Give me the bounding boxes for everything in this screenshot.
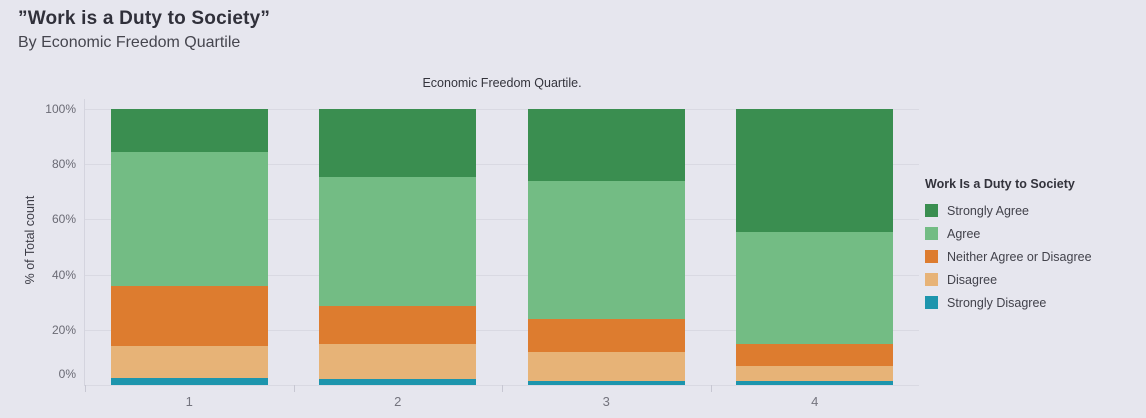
x-axis-tick <box>85 385 86 392</box>
gridline <box>85 109 919 110</box>
bar-segment-strongly-disagree[interactable] <box>110 378 268 385</box>
bar-segment-neither-agree-or-disagree[interactable] <box>110 285 268 347</box>
bar-segment-strongly-agree[interactable] <box>736 109 894 232</box>
gridline <box>85 219 919 221</box>
gridline <box>85 164 919 166</box>
legend-item-label: Disagree <box>947 272 998 287</box>
bar-segment-disagree[interactable] <box>319 343 477 380</box>
legend-item-label: Strongly Disagree <box>947 295 1047 310</box>
legend-items: Strongly Agree Agree Neither Agree or Disa… <box>925 199 1140 314</box>
y-axis-title: % of Total count <box>23 195 37 285</box>
legend-swatch-icon <box>925 227 938 240</box>
y-axis-tick-label: 0% <box>58 367 76 381</box>
bar-segment-strongly-agree[interactable] <box>319 109 477 177</box>
y-axis-tick-label: 60% <box>51 212 76 227</box>
legend-item-strongly-disagree[interactable]: Strongly Disagree <box>925 291 1140 314</box>
bar-segment-agree[interactable] <box>110 151 268 286</box>
legend: Work Is a Duty to Society Strongly Agree… <box>925 177 1140 314</box>
bar-segment-strongly-agree[interactable] <box>527 109 685 181</box>
stacked-bar-quartile-2 <box>319 109 477 385</box>
bar-cell-quartile-2 <box>294 109 503 385</box>
legend-swatch-icon <box>925 273 938 286</box>
gridline <box>85 274 919 276</box>
y-axis-tick-label: 40% <box>51 267 76 282</box>
stacked-bar-quartile-4 <box>736 109 894 385</box>
legend-item-label: Strongly Agree <box>947 203 1029 218</box>
column-header: Economic Freedom Quartile. <box>422 76 582 90</box>
bar-segment-disagree[interactable] <box>527 351 685 381</box>
bar-segment-neither-agree-or-disagree[interactable] <box>736 343 894 366</box>
bar-segment-neither-agree-or-disagree[interactable] <box>319 306 477 344</box>
x-axis-label-2[interactable]: 2 <box>394 394 402 409</box>
legend-title: Work Is a Duty to Society <box>925 177 1075 191</box>
bar-segment-neither-agree-or-disagree[interactable] <box>527 318 685 352</box>
stacked-bar-quartile-3 <box>527 109 685 385</box>
bar-segment-agree[interactable] <box>736 231 894 344</box>
legend-item-label: Agree <box>947 226 981 241</box>
chart-title: ”Work is a Duty to Society” <box>18 8 271 29</box>
legend-swatch-icon <box>925 296 938 309</box>
y-axis-line <box>84 99 85 386</box>
bar-cell-quartile-3 <box>502 109 711 385</box>
legend-item-agree[interactable]: Agree <box>925 222 1140 245</box>
bar-segment-strongly-disagree[interactable] <box>527 380 685 385</box>
x-axis-label-1[interactable]: 1 <box>185 394 193 409</box>
plot-area: 0% 20% 40% 60% 80% 100% 1 2 3 4 <box>45 99 919 409</box>
y-axis-tick-label: 80% <box>51 157 76 172</box>
y-axis-tick-label: 100% <box>45 102 76 116</box>
bar-segment-strongly-agree[interactable] <box>110 109 268 152</box>
stacked-bar-quartile-1 <box>110 109 268 385</box>
legend-item-label: Neither Agree or Disagree <box>947 249 1092 264</box>
legend-swatch-icon <box>925 250 938 263</box>
bar-segment-agree[interactable] <box>319 176 477 307</box>
bar-segment-agree[interactable] <box>527 180 685 319</box>
x-axis-tick <box>710 385 712 392</box>
x-axis-label-4[interactable]: 4 <box>811 394 819 409</box>
chart-subtitle: By Economic Freedom Quartile <box>18 34 241 51</box>
gridline <box>85 329 919 331</box>
y-axis-tick-label: 20% <box>51 322 76 337</box>
x-axis-tick <box>502 385 503 392</box>
legend-item-disagree[interactable]: Disagree <box>925 268 1140 291</box>
legend-item-neither-agree-or-disagree[interactable]: Neither Agree or Disagree <box>925 245 1140 268</box>
bar-cell-quartile-4 <box>711 109 920 385</box>
bar-segment-disagree[interactable] <box>110 346 268 379</box>
legend-swatch-icon <box>925 204 938 217</box>
x-axis-label-3[interactable]: 3 <box>602 394 610 409</box>
bar-cell-quartile-1 <box>85 109 294 385</box>
x-axis-labels: 1 2 3 4 <box>85 394 919 409</box>
bars <box>85 109 919 385</box>
bar-segment-disagree[interactable] <box>736 365 894 381</box>
legend-item-strongly-agree[interactable]: Strongly Agree <box>925 199 1140 222</box>
x-axis-tick <box>293 385 295 392</box>
bar-segment-strongly-disagree[interactable] <box>319 379 477 385</box>
bar-segment-strongly-disagree[interactable] <box>736 380 894 385</box>
